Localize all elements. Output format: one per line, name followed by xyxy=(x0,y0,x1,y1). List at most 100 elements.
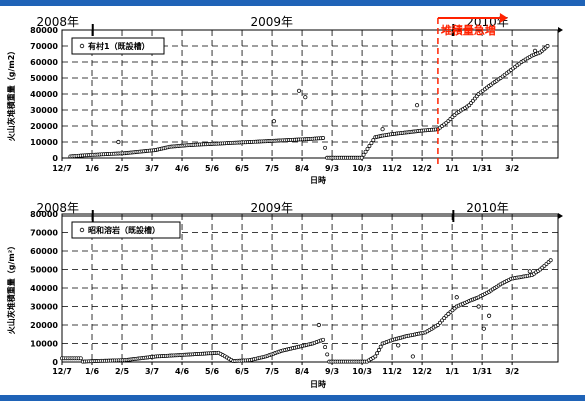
y-tick-label: 70000 xyxy=(30,42,58,51)
chart-2: 0 10000 20000 30000 40000 50000 60000 70000 8000… xyxy=(6,201,563,389)
data-point xyxy=(442,316,447,321)
data-point xyxy=(376,348,381,352)
data-point xyxy=(323,145,328,150)
x-tick-label: 10/3 xyxy=(352,367,372,376)
x-tick-label: 5/6 xyxy=(205,164,219,173)
outlier-point xyxy=(414,103,420,108)
legend: 有村1（既設槽） xyxy=(71,37,165,55)
x-tick-label: 2/5 xyxy=(115,367,129,376)
x-tick-label: 8/4 xyxy=(295,367,309,376)
y-tick-label: 30000 xyxy=(30,303,58,312)
x-tick-label: 3/7 xyxy=(145,367,159,376)
data-point xyxy=(365,146,370,151)
outlier-point xyxy=(296,88,302,93)
data-point xyxy=(438,320,442,325)
x-tick-label: 10/3 xyxy=(352,164,372,173)
x-tick-label: 6/5 xyxy=(235,367,249,376)
legend-box xyxy=(71,221,181,239)
y-tick-label: 50000 xyxy=(30,74,58,83)
chart-1: 0 10000 20000 30000 40000 50000 60000 70000 8000… xyxy=(6,13,563,185)
year-arrow xyxy=(558,27,563,33)
x-tick-label: 1/6 xyxy=(85,367,99,376)
data-point xyxy=(440,318,445,323)
legend-marker xyxy=(79,43,85,49)
data-point xyxy=(545,44,550,48)
x-axis-label: 日時 xyxy=(310,379,326,389)
data-point xyxy=(367,144,372,148)
x-tick-label: 12/2 xyxy=(412,367,432,376)
legend-label: 昭和溶岩（既設槽） xyxy=(88,225,160,235)
x-tick-label: 3/7 xyxy=(145,164,159,173)
y-tick-label: 80000 xyxy=(30,26,58,35)
y-tick-label: 40000 xyxy=(30,284,58,293)
data-point xyxy=(548,258,553,263)
outlier-point xyxy=(527,269,532,274)
x-tick-label: 1/1 xyxy=(445,367,459,376)
x-tick-label: 4/6 xyxy=(175,164,189,173)
y-tick-label: 40000 xyxy=(30,90,58,99)
data-point xyxy=(321,136,326,140)
x-tick-label: 3/2 xyxy=(505,164,519,173)
bottom-band xyxy=(0,395,585,401)
year-label-1: 2008年 xyxy=(36,201,79,215)
x-tick-label: 7/5 xyxy=(265,164,279,173)
data-point xyxy=(325,352,330,357)
y-tick-label: 0 xyxy=(52,358,58,367)
x-tick-label: 7/5 xyxy=(265,367,279,376)
year-label-2: 2009年 xyxy=(250,201,293,215)
y-tick-label: 10000 xyxy=(30,340,58,349)
y-tick-label: 30000 xyxy=(30,106,58,115)
outlier-point xyxy=(532,48,538,53)
outlier-point xyxy=(446,311,451,316)
data-point xyxy=(359,155,364,160)
x-tick-label: 2/5 xyxy=(115,164,129,173)
x-tick-label: 1/1 xyxy=(445,164,459,173)
y-tick-label: 50000 xyxy=(30,266,58,275)
legend: 昭和溶岩（既設槽） xyxy=(71,221,181,239)
data-point xyxy=(78,356,83,361)
year-arrow xyxy=(558,213,563,219)
x-tick-label: 1/6 xyxy=(85,164,99,173)
outlier-point xyxy=(410,354,415,359)
legend-label: 有村1（既設槽） xyxy=(88,41,150,51)
x-tick-label: 3/2 xyxy=(505,367,519,376)
data-point xyxy=(323,345,328,350)
legend-marker xyxy=(79,227,85,233)
x-tick-label: 12/7 xyxy=(52,367,72,376)
data-point xyxy=(375,351,380,356)
x-tick-label: 8/4 xyxy=(295,164,309,173)
outlier-point xyxy=(396,343,401,348)
y-tick-label: 70000 xyxy=(30,229,58,238)
x-tick-label: 5/6 xyxy=(205,367,219,376)
outlier-point xyxy=(481,326,486,331)
data-point xyxy=(361,152,366,157)
outlier-point xyxy=(303,95,308,100)
data-point xyxy=(373,354,378,359)
y-tick-label: 60000 xyxy=(30,58,58,67)
year-label-2: 2009年 xyxy=(250,15,293,29)
data-point xyxy=(435,323,440,327)
x-tick-label: 6/5 xyxy=(235,164,249,173)
x-tick-label: 11/2 xyxy=(382,367,402,376)
y-tick-label: 20000 xyxy=(30,122,58,131)
outlier-point xyxy=(486,313,492,318)
y-tick-label: 20000 xyxy=(30,321,58,330)
year-label-1: 2008年 xyxy=(36,15,79,29)
outlier-point xyxy=(116,139,121,145)
y-tick-label: 0 xyxy=(52,154,58,163)
x-axis-label: 日時 xyxy=(310,175,326,185)
y-tick-label: 10000 xyxy=(30,138,58,147)
x-tick-label: 12/7 xyxy=(52,164,72,173)
annotation-label: 堆積量急増 xyxy=(441,23,496,37)
outlier-point xyxy=(454,295,459,300)
x-tick-label: 12/2 xyxy=(412,164,432,173)
y-axis-label: 火山灰堆積重量（g/m2） xyxy=(6,47,16,142)
data-point xyxy=(378,344,383,349)
x-tick-label: 9/3 xyxy=(325,164,339,173)
data-point xyxy=(369,141,374,146)
x-tick-label: 4/6 xyxy=(175,367,189,376)
outlier-point xyxy=(271,119,277,124)
annotation-arrow-head xyxy=(499,13,508,23)
y-tick-label: 80000 xyxy=(30,210,58,219)
